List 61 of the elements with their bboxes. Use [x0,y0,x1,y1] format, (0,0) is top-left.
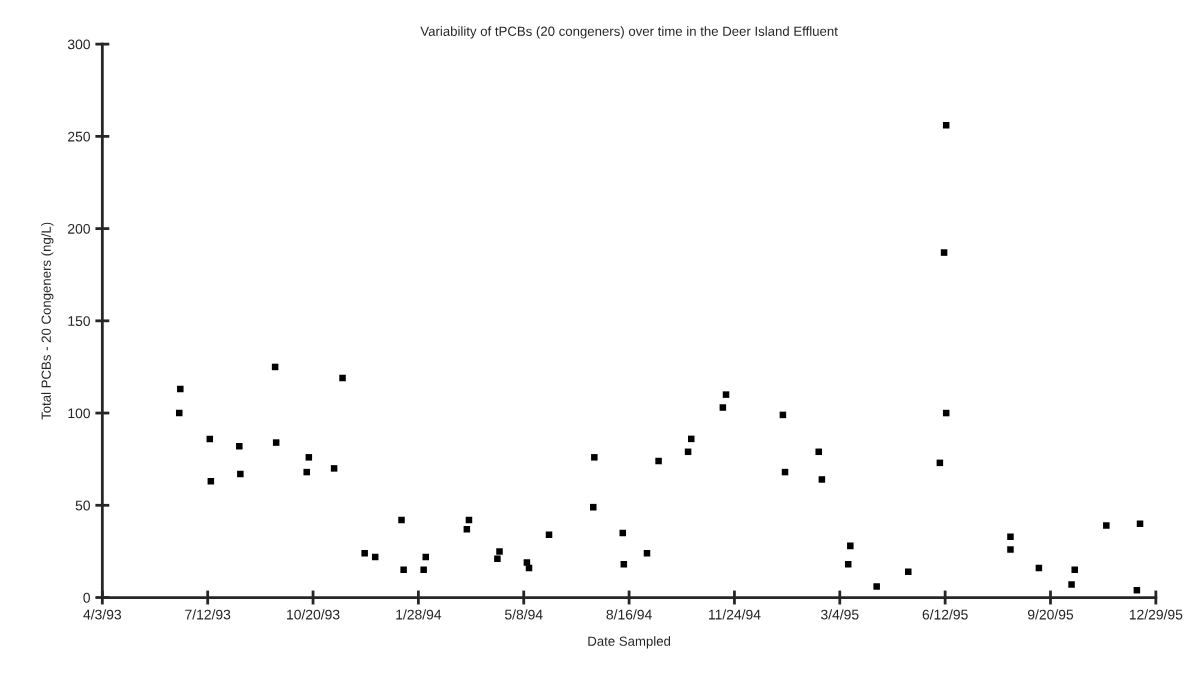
x-tick-label: 11/24/94 [708,609,761,620]
point [687,435,695,443]
chart-title: Variability of tPCBs (20 congeners) over time in the Deer Island Effluent [420,26,838,39]
point [330,465,338,472]
point [1071,566,1078,574]
y-tick-label: 250 [68,131,90,142]
point [815,448,822,456]
point [1007,533,1014,540]
point [523,559,531,566]
point [844,561,852,568]
point [272,439,280,446]
point [339,374,346,382]
x-tick-label: 8/16/94 [606,609,652,620]
point [590,503,597,511]
point [177,385,184,393]
point [400,566,407,574]
point [236,443,243,450]
point [1136,520,1144,527]
point [847,542,854,550]
point [303,468,310,476]
y-tick-label: 0 [83,592,90,603]
point [940,249,948,256]
x-tick-label: 3/4/95 [821,609,859,620]
point [463,526,471,533]
point [655,457,662,465]
point [398,516,405,524]
point [237,470,244,478]
point [305,454,313,461]
point [643,549,651,557]
y-tick-label: 50 [75,500,90,511]
point [207,478,215,485]
point [719,404,727,411]
point [1103,522,1110,529]
x-tick-label: 6/12/95 [922,609,968,620]
x-tick-label: 5/8/94 [504,609,543,620]
point [494,555,501,563]
point [1007,546,1014,553]
y-tick-label: 150 [68,316,90,326]
point [873,583,880,590]
point [942,122,950,129]
x-axis-title: Date Sampled [588,636,671,649]
y-tick-label: 200 [68,223,90,234]
point [722,391,730,398]
point [496,548,503,555]
point [175,409,183,417]
point [905,568,912,575]
x-tick-label: 4/3/93 [83,609,122,620]
x-tick-label: 10/20/93 [287,609,340,620]
x-tick-label: 12/29/95 [1129,609,1183,620]
point [818,476,826,483]
y-tick-label: 300 [67,39,90,50]
y-tick-label: 100 [68,408,90,419]
point [620,561,628,568]
x-tick-label: 9/20/95 [1027,609,1074,620]
point [1068,581,1075,588]
x-tick-label: 1/28/94 [396,609,442,620]
point [420,566,427,574]
point [591,454,598,461]
x-tick-label: 7/12/93 [185,609,231,620]
point [361,549,368,557]
y-axis-title: Total PCBs - 20 Congeners (ng/L) [41,222,54,420]
